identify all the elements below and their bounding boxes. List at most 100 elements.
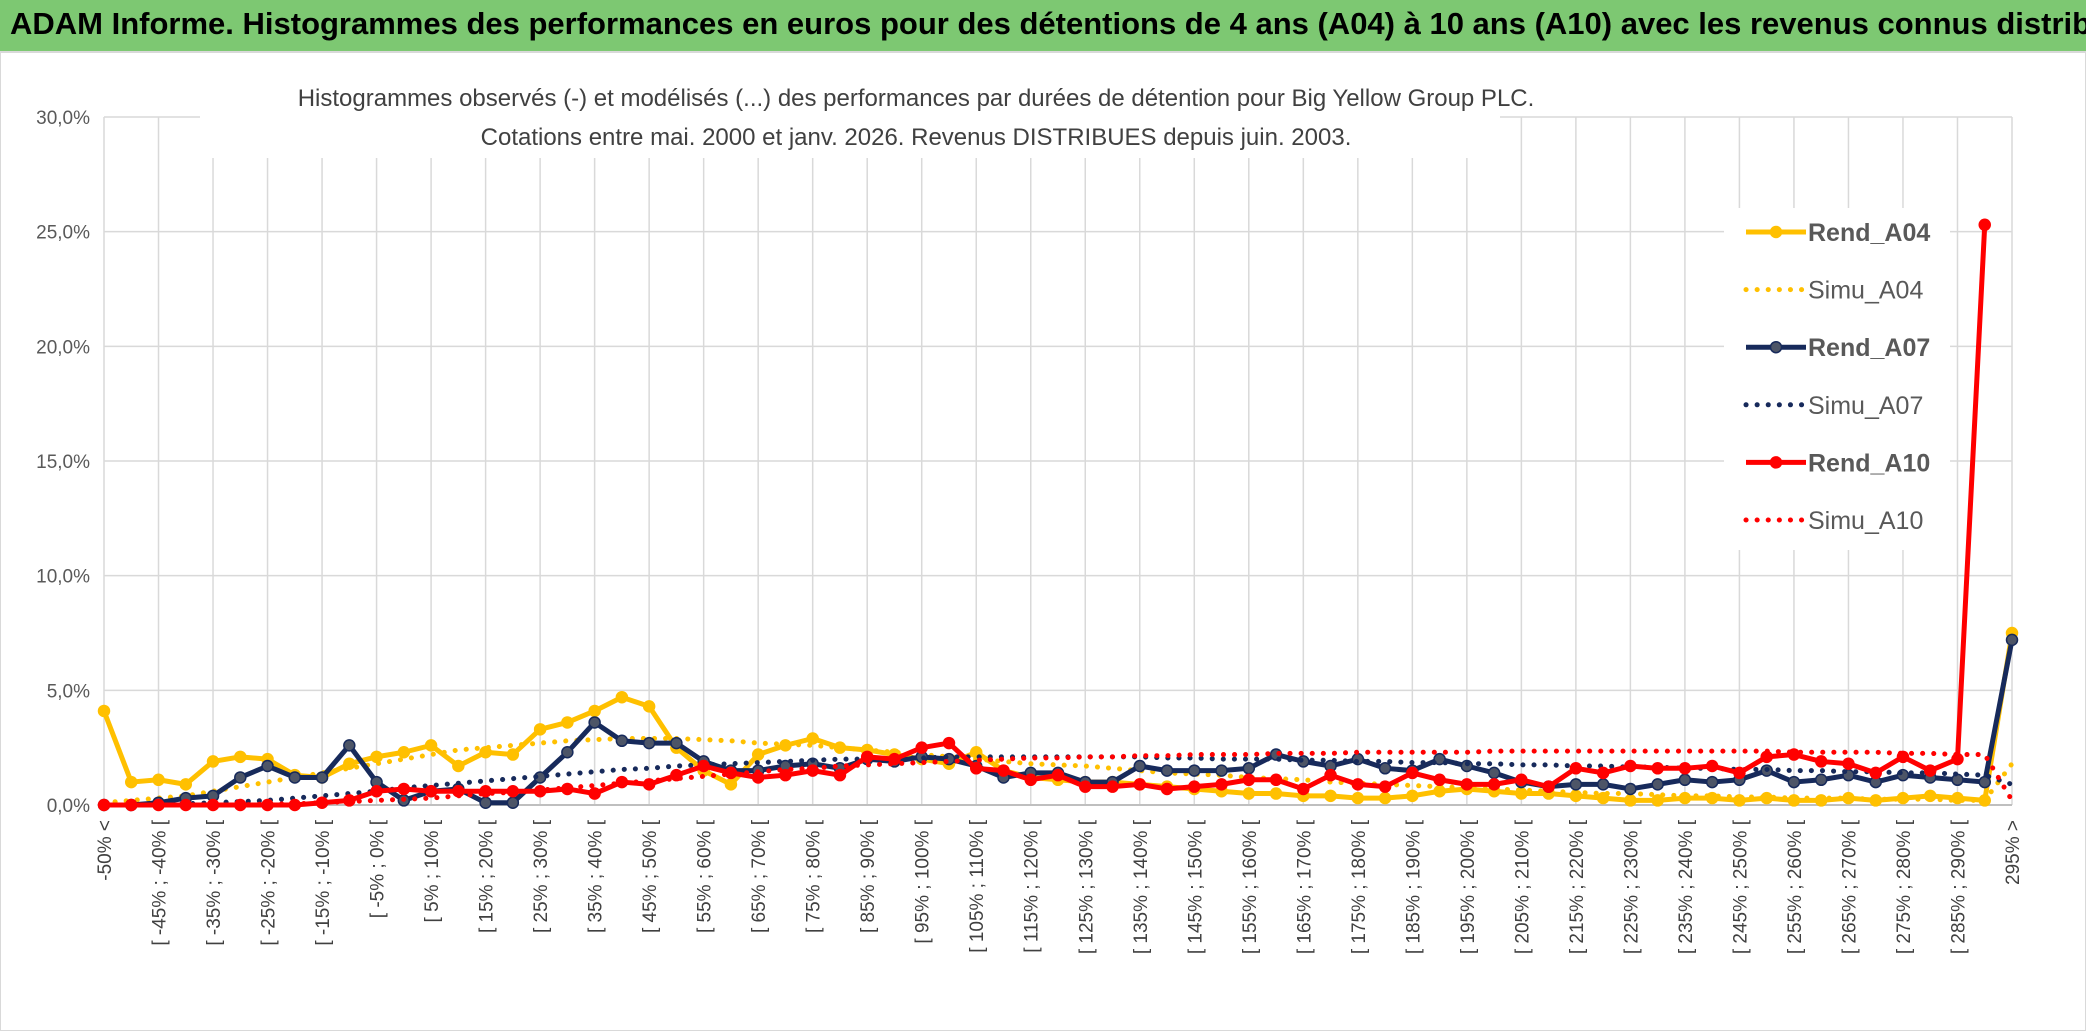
- y-tick-label: 30,0%: [36, 108, 90, 129]
- data-point-Rend_A07: [588, 716, 601, 729]
- data-point-Rend_A07: [315, 771, 329, 784]
- data-point-Rend_A04: [1351, 791, 1365, 805]
- y-tick-label: 15,0%: [36, 452, 90, 473]
- legend-item-Simu_A04: Simu_A04: [1743, 277, 1923, 305]
- legend-label: Rend_A04: [1808, 219, 1930, 247]
- data-point-Rend_A07: [1951, 773, 1964, 787]
- data-point-Rend_A10: [1869, 766, 1882, 780]
- data-point-Rend_A04: [1269, 787, 1283, 800]
- data-point-Rend_A07: [1678, 773, 1692, 787]
- legend-background: [1724, 208, 1950, 550]
- x-tick-label: [ 255% ; 260% [: [1785, 819, 1806, 954]
- data-point-Rend_A10: [1433, 773, 1446, 787]
- report-title: ADAM Informe. Histogrammes des performan…: [10, 6, 2086, 41]
- data-point-Rend_A04: [370, 750, 383, 764]
- data-point-Rend_A10: [1269, 773, 1283, 787]
- x-tick-label: [ 215% ; 220% [: [1567, 819, 1588, 954]
- data-point-Rend_A04: [1624, 794, 1637, 807]
- data-point-Rend_A04: [533, 723, 547, 736]
- data-point-Rend_A10: [779, 768, 792, 782]
- axes: 0,0% 5,0% 10,0% 15,0% 20,0% 25,0% 30,0% -50% < […: [36, 108, 2024, 954]
- data-point-Rend_A07: [288, 771, 302, 784]
- data-point-Rend_A04: [506, 748, 520, 761]
- x-tick-label: [ 115% ; 120% [: [1022, 819, 1043, 952]
- x-tick-label: [ 175% ; 180% [: [1349, 819, 1370, 954]
- x-tick-label: [ 225% ; 230% [: [1621, 819, 1642, 954]
- series-line-Rend_A10: [104, 224, 1988, 808]
- data-point-Rend_A04: [152, 773, 165, 787]
- data-point-Rend_A04: [1242, 787, 1256, 800]
- data-point-Rend_A07: [670, 736, 683, 750]
- y-tick-label: 10,0%: [36, 567, 90, 588]
- data-point-Rend_A10: [1978, 218, 1991, 232]
- data-point-Rend_A10: [1460, 778, 1474, 791]
- legend-label: Simu_A10: [1808, 507, 1923, 535]
- data-point-Rend_A04: [806, 732, 819, 745]
- data-point-Rend_A07: [1188, 764, 1201, 777]
- y-tick-label: 25,0%: [36, 223, 90, 244]
- data-point-Rend_A07: [615, 734, 629, 748]
- x-tick-label: [ 25% ; 30% [: [531, 819, 552, 933]
- data-point-Rend_A10: [1106, 780, 1119, 793]
- x-tick-label: [ 205% ; 210% [: [1512, 819, 1533, 954]
- data-point-Rend_A04: [424, 739, 438, 752]
- data-point-Rend_A10: [588, 787, 601, 800]
- data-point-Rend_A04: [1842, 791, 1855, 805]
- data-point-Rend_A10: [1188, 780, 1201, 793]
- data-point-Rend_A04: [615, 690, 629, 704]
- data-point-Rend_A10: [997, 764, 1010, 777]
- x-tick-label: [ -25% ; -20% [: [259, 819, 280, 945]
- data-point-Rend_A04: [642, 700, 656, 713]
- legend: Rend_A04 Simu_A04 Rend_A07 Simu_A07 Rend_A10…: [1724, 208, 1950, 550]
- data-point-Rend_A04: [1651, 794, 1664, 807]
- data-point-Rend_A04: [234, 750, 247, 764]
- data-point-Rend_A04: [561, 716, 574, 729]
- data-point-Rend_A10: [1569, 762, 1583, 775]
- y-tick-label: 20,0%: [36, 337, 90, 358]
- data-point-Rend_A10: [1651, 762, 1664, 775]
- series-Simu_A04: [101, 735, 2015, 806]
- x-tick-label: [ 265% ; 270% [: [1839, 819, 1860, 954]
- legend-item-Rend_A10: Rend_A10: [1746, 449, 1930, 477]
- data-point-Rend_A10: [1351, 778, 1365, 791]
- legend-label: Simu_A04: [1808, 277, 1923, 305]
- x-tick-label: [ 185% ; 190% [: [1403, 819, 1424, 954]
- data-point-Rend_A10: [1705, 759, 1719, 773]
- series-line-Simu_A10: [101, 748, 2015, 808]
- data-point-Rend_A04: [751, 748, 765, 761]
- data-point-Rend_A07: [1705, 775, 1719, 789]
- data-point-Rend_A10: [1842, 757, 1855, 770]
- data-point-Rend_A07: [1433, 752, 1446, 766]
- data-point-Rend_A04: [397, 746, 411, 759]
- data-point-Rend_A07: [1160, 764, 1174, 777]
- data-point-Rend_A10: [1624, 759, 1637, 773]
- data-point-Rend_A10: [397, 782, 411, 796]
- x-tick-label: [ 165% ; 170% [: [1294, 819, 1315, 954]
- data-point-Rend_A07: [1242, 762, 1256, 775]
- legend-label: Simu_A07: [1808, 392, 1923, 420]
- series-Rend_A10: [97, 218, 1991, 812]
- data-point-Rend_A07: [1978, 775, 1991, 789]
- data-point-Rend_A07: [1814, 773, 1828, 787]
- data-point-Rend_A04: [1378, 791, 1392, 805]
- chart-titles: Histogrammes observés (-) et modélisés (…: [200, 74, 1534, 158]
- data-point-Rend_A07: [561, 746, 574, 759]
- legend-item-Simu_A07: Simu_A07: [1743, 392, 1923, 420]
- x-tick-label: [ 195% ; 200% [: [1458, 819, 1479, 954]
- data-point-Rend_A10: [1733, 766, 1746, 780]
- x-tick-label: [ 85% ; 90% [: [858, 819, 879, 933]
- data-point-Rend_A10: [1079, 780, 1092, 793]
- data-point-Rend_A07: [343, 739, 356, 752]
- legend-item-Rend_A04: Rend_A04: [1746, 219, 1930, 247]
- x-tick-label: [ 145% ; 150% [: [1185, 819, 1206, 954]
- series-Simu_A10: [101, 748, 2015, 808]
- data-point-Rend_A10: [370, 784, 383, 798]
- data-point-Rend_A04: [588, 704, 601, 718]
- data-point-Rend_A07: [1651, 778, 1664, 791]
- x-tick-label: [ 275% ; 280% [: [1894, 819, 1915, 954]
- data-point-Rend_A10: [969, 762, 983, 775]
- x-tick-label: [ 155% ; 160% [: [1240, 819, 1261, 954]
- data-point-Rend_A04: [833, 741, 847, 754]
- series: [97, 218, 2019, 812]
